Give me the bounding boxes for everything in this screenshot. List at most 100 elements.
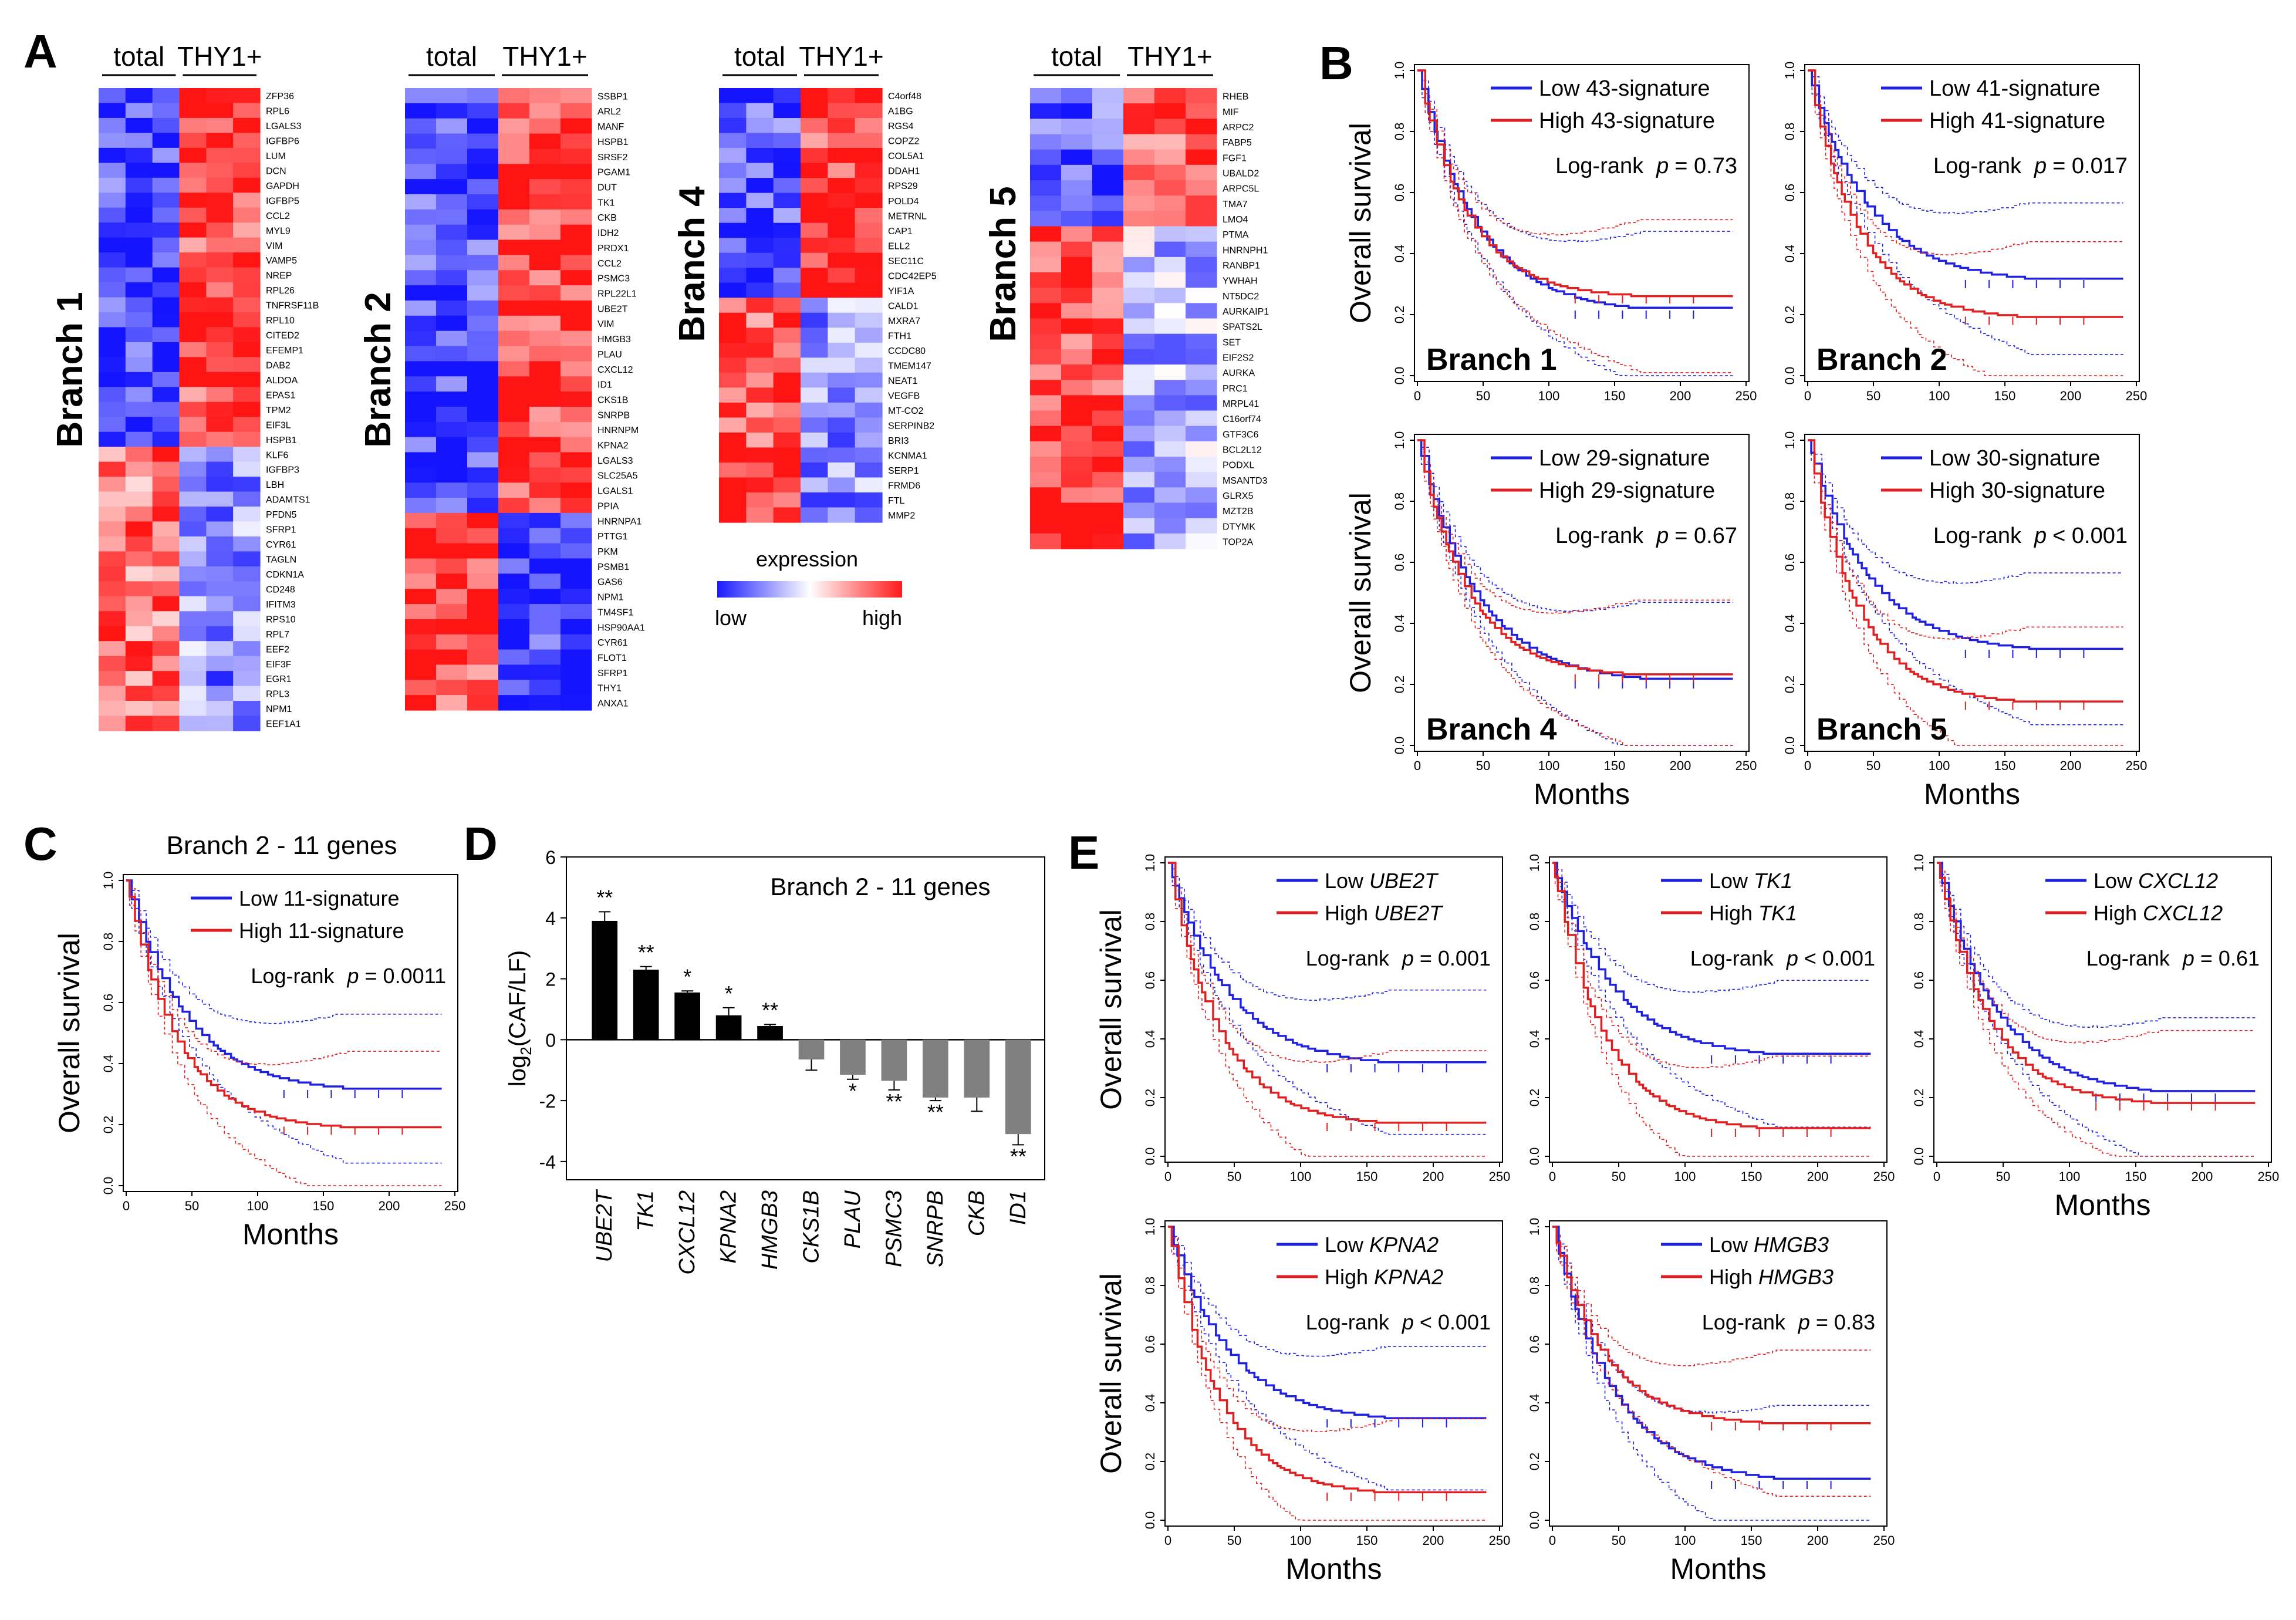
heatmap-cell <box>179 611 207 627</box>
gene-label: HNRNPH1 <box>1223 245 1268 255</box>
heatmap-cell <box>405 406 437 423</box>
heatmap-cell <box>1123 349 1155 365</box>
heatmap-cell <box>529 346 561 362</box>
heatmap-cell <box>801 328 828 343</box>
heatmap-cell <box>1061 426 1093 442</box>
gene-label: PSMB1 <box>597 562 629 572</box>
panel-label-c: C <box>23 818 58 870</box>
heatmap-cell <box>1123 211 1155 227</box>
p-symbol: p <box>1402 1310 1414 1334</box>
significance-mark: * <box>849 1079 857 1103</box>
x-tick-label: 100 <box>1929 758 1950 773</box>
heatmap-header-total: total <box>113 41 164 72</box>
heatmap-cell <box>561 239 592 255</box>
gene-label: RPL3 <box>266 690 289 700</box>
km-ci <box>1417 70 1733 376</box>
heatmap-cell <box>719 238 747 254</box>
x-tick-label: 200 <box>2192 1169 2213 1184</box>
km-curve <box>1552 862 1871 1129</box>
y-tick-label: 0.6 <box>1782 554 1797 572</box>
heatmap-cell <box>233 342 261 357</box>
heatmap-cell <box>206 387 234 403</box>
heatmap-cell <box>467 512 499 529</box>
heatmap-cell <box>855 163 883 178</box>
y-tick-label: 0.6 <box>1392 554 1407 572</box>
heatmap-cell <box>233 103 261 119</box>
heatmap-cell <box>1123 149 1155 166</box>
heatmap-cell <box>1030 288 1062 303</box>
heatmap-cell <box>561 224 592 241</box>
heatmap-cell <box>125 641 153 657</box>
heatmap-cell <box>233 88 261 104</box>
km-branch-label: Branch 2 <box>1816 343 1947 377</box>
heatmap-cell <box>529 133 561 150</box>
heatmap-cell <box>467 664 499 680</box>
legend-low-label: Low UBE2T <box>1325 869 1439 893</box>
heatmap-cell <box>467 376 499 392</box>
heatmap-cell <box>125 401 153 417</box>
gene-label: SRSF2 <box>597 153 628 163</box>
heatmap-cell <box>529 148 561 164</box>
gene-label: RANBP1 <box>1223 261 1260 271</box>
heatmap-cell <box>233 177 261 193</box>
heatmap-cell <box>1154 272 1186 288</box>
heatmap-cell <box>801 133 828 148</box>
heatmap-cell <box>498 680 530 696</box>
heatmap-cell <box>233 566 261 582</box>
heatmap-cell <box>233 551 261 567</box>
heatmap-cell <box>1154 119 1186 135</box>
heatmap-cell <box>206 477 234 492</box>
legend-high-label: High 43-signature <box>1539 109 1715 133</box>
heatmap-cell <box>1030 502 1062 519</box>
km-curve <box>126 879 442 1129</box>
legend-low-label: Low 30-signature <box>1929 446 2101 471</box>
heatmap-cell <box>179 372 207 387</box>
gene-label: RPL10 <box>266 316 295 326</box>
heatmap-cell <box>561 664 592 680</box>
legend-low-label: Low 29-signature <box>1539 446 1710 471</box>
gene-label: DAB2 <box>266 360 291 370</box>
heatmap-cell <box>405 164 437 180</box>
km-plot: 0 50 100 150 200 250 0.0 0.2 0.4 0.6 0.8 1.0 Low 11-… <box>53 872 465 1251</box>
y-tick-label: 0.4 <box>1912 1030 1926 1048</box>
heatmap-cell <box>233 252 261 268</box>
heatmap-cell <box>773 133 801 148</box>
heatmap-cell <box>746 208 774 224</box>
gene-label: THY1 <box>597 684 622 694</box>
heatmap-cell <box>561 589 592 605</box>
gene-label: SPATS2L <box>1223 322 1262 332</box>
heatmap-cell <box>1186 533 1217 549</box>
legend-high-label: High KPNA2 <box>1325 1265 1443 1289</box>
km-branch-label: Branch 5 <box>1816 713 1947 747</box>
heatmap-cell <box>561 421 592 438</box>
heatmap-cell <box>1061 303 1093 319</box>
heatmap-cell <box>1123 502 1155 519</box>
heatmap-cell <box>206 133 234 148</box>
heatmap-cell <box>233 237 261 253</box>
heatmap-cell <box>855 282 883 298</box>
heatmap-branch: total THY1+ Branch 2 SSBP1 ARL2 MANF HSPB1 SRSF… <box>358 41 645 711</box>
heatmap-cell <box>719 342 747 358</box>
heatmap-branch-label: Branch 4 <box>672 186 713 342</box>
heatmap-cell <box>233 147 261 163</box>
km-ci <box>126 880 442 1024</box>
heatmap-cell <box>1030 518 1062 534</box>
gene-label: PGAM1 <box>597 168 630 178</box>
heatmap-cell <box>855 477 883 493</box>
heatmap-cell <box>436 118 468 134</box>
heatmap-cell <box>746 222 774 238</box>
heatmap-cell <box>828 312 856 328</box>
heatmap-cell <box>1186 119 1217 135</box>
y-tick-label: 0.2 <box>1143 1089 1157 1107</box>
heatmap-branch: total THY1+ Branch 4 C4orf48 A1BG RGS4 COPZ2 CO… <box>672 41 937 523</box>
y-axis-label-sub: 2 <box>517 1047 535 1055</box>
heatmap-cell <box>233 491 261 507</box>
heatmap-cell <box>1030 256 1062 273</box>
heatmap-cell <box>746 133 774 148</box>
gene-label: MSANTD3 <box>1223 476 1268 486</box>
heatmap-cell <box>1154 149 1186 166</box>
heatmap-cell <box>801 208 828 224</box>
heatmap-cell <box>405 194 437 210</box>
heatmap-cell <box>719 417 747 433</box>
